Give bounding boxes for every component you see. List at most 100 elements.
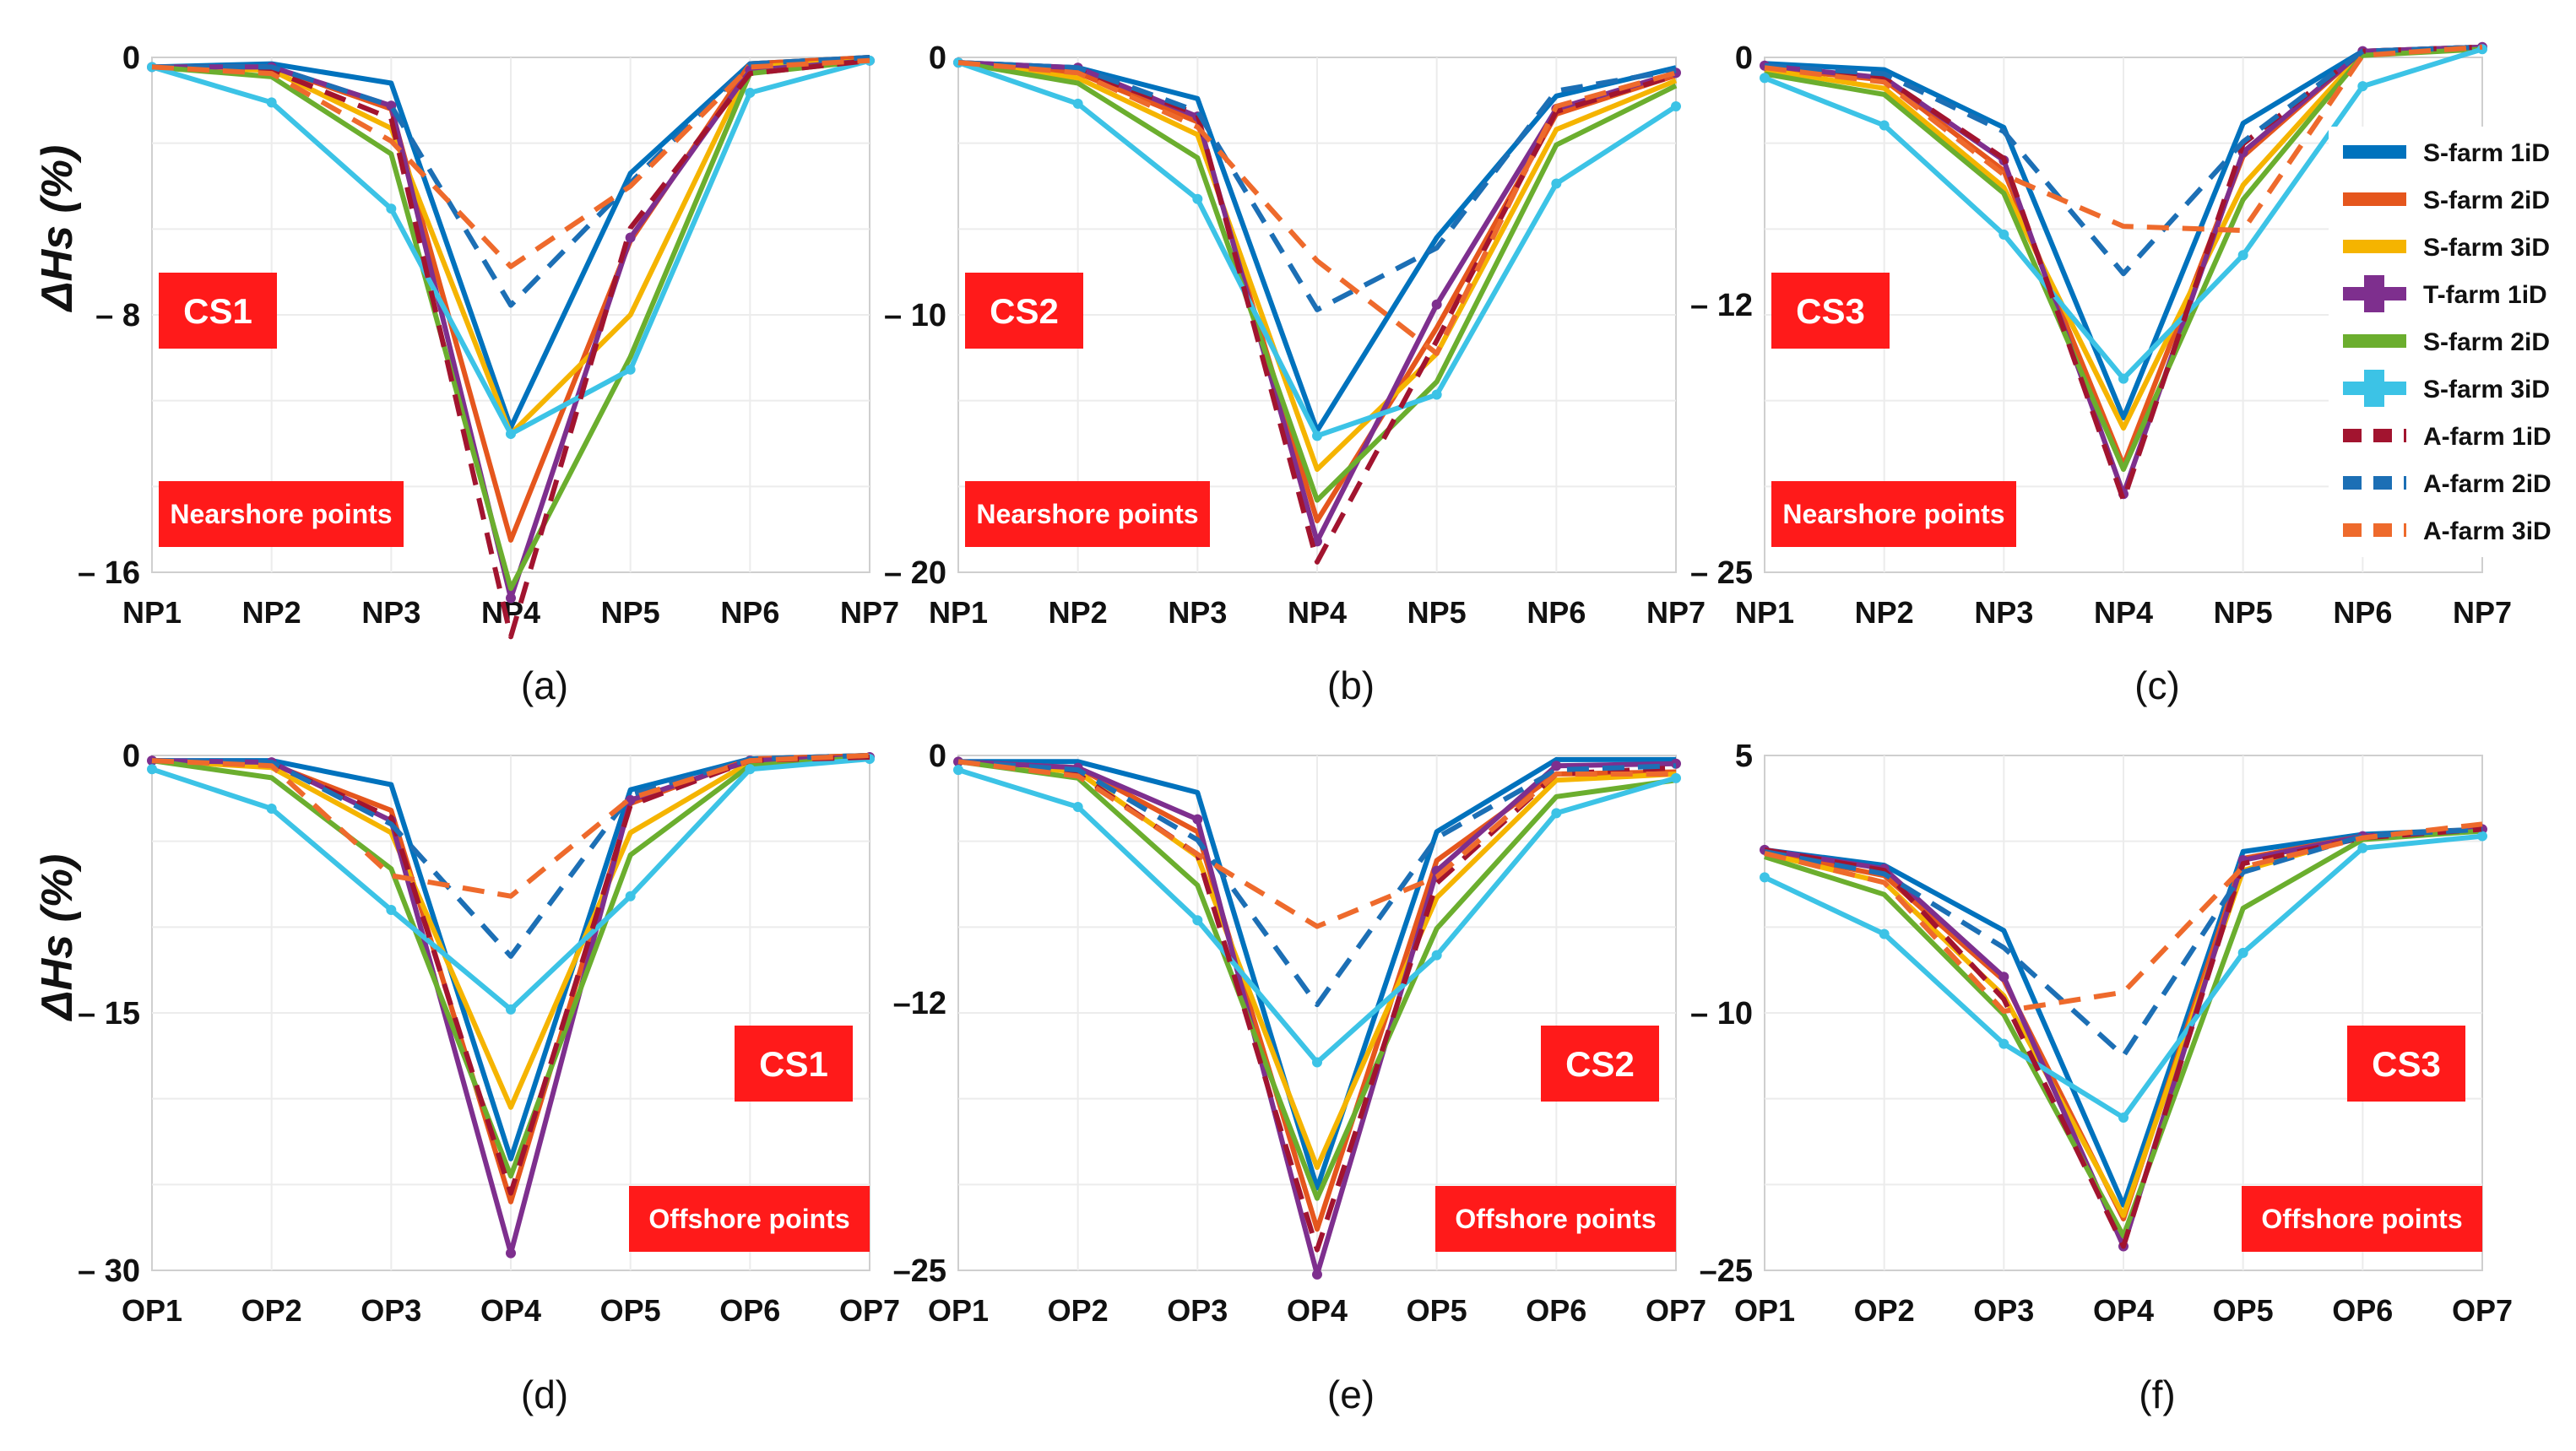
x-tick-label: NP6 (720, 595, 779, 630)
case-label: CS3 (1796, 291, 1865, 331)
legend-label: S-farm 2iD (2423, 328, 2550, 356)
case-label-box (965, 273, 1083, 349)
y-tick-label: – 10 (1690, 996, 1753, 1031)
point-set-box (159, 481, 404, 547)
series-line-9 (1764, 44, 2483, 233)
x-tick-label: NP3 (1168, 595, 1227, 630)
case-label: CS1 (183, 291, 252, 331)
series-point (1192, 193, 1203, 204)
series-point (1879, 120, 1890, 131)
legend: S-farm 1iD S-farm 2iD S-farm 3iD T-farm 1iD… (2329, 127, 2573, 557)
series-line-9 (151, 57, 870, 269)
series-point (1671, 100, 1681, 111)
case-label: CS2 (990, 291, 1059, 331)
series-point (625, 891, 636, 901)
series-point (1671, 772, 1681, 783)
y-tick-label: 0 (122, 41, 140, 76)
legend-marker (2364, 275, 2384, 312)
x-tick-label: NP4 (1288, 595, 1347, 630)
series-point (2237, 947, 2248, 958)
x-tick-label: OP6 (719, 1293, 780, 1328)
y-tick-label: – 16 (78, 555, 140, 591)
case-label: CS1 (759, 1044, 828, 1084)
series-point (2118, 1113, 2129, 1123)
series-point (1879, 929, 1890, 939)
series-line-8 (957, 60, 1677, 312)
series-line-9 (957, 60, 1677, 356)
series-line-8 (957, 759, 1677, 1008)
x-tick-label: NP6 (1527, 595, 1586, 630)
series-point (1431, 950, 1442, 961)
x-tick-label: OP6 (1526, 1293, 1586, 1328)
chart-panel-4: 0 – 15 – 30 OP1 OP2 OP3 OP4 OP5 OP6 OP7 CS1 Offshor… (78, 739, 900, 1416)
series-point (1760, 872, 1770, 883)
y-tick-label: –12 (893, 986, 946, 1021)
x-tick-label: NP3 (361, 595, 420, 630)
series-line-3 (957, 60, 1678, 472)
legend-label: S-farm 2iD (2423, 187, 2550, 214)
series-line-8 (1764, 826, 2483, 1058)
series-point (745, 87, 756, 98)
x-tick-label: NP2 (1049, 595, 1108, 630)
subfigure-label: (a) (521, 663, 568, 707)
series-point (1072, 802, 1083, 812)
y-tick-label: – 20 (884, 555, 946, 591)
series-point (1312, 430, 1322, 441)
series-point (506, 1248, 516, 1259)
case-label-box (2347, 1026, 2465, 1102)
series-point (386, 203, 397, 214)
y-tick-label: – 10 (884, 298, 946, 333)
x-tick-label: OP4 (2093, 1293, 2154, 1328)
series-point (506, 593, 516, 604)
series-point (1998, 972, 2009, 983)
point-set-box (1435, 1186, 1676, 1252)
series-point (625, 232, 636, 243)
chart-panel-5: 0 –12 –25 OP1 OP2 OP3 OP4 OP5 OP6 OP7 CS2 Offshore … (893, 739, 1706, 1416)
series-line-5 (957, 60, 1678, 503)
x-tick-label: OP2 (1854, 1293, 1915, 1328)
x-tick-label: OP3 (1167, 1293, 1228, 1328)
y-tick-label: 0 (1735, 41, 1753, 76)
series-line-7 (1764, 826, 2483, 1249)
point-set-label: Nearshore points (1782, 499, 2004, 529)
subfigure-label: (e) (1327, 1372, 1375, 1416)
subfigure-label: (c) (2134, 663, 2180, 707)
series-point (1551, 178, 1562, 189)
x-tick-label: OP2 (241, 1293, 302, 1328)
x-tick-label: OP5 (1407, 1293, 1467, 1328)
series-point (2118, 373, 2129, 384)
y-axis-label: ΔHs (%) (33, 854, 82, 1022)
series-line-8 (152, 55, 870, 308)
y-tick-label: –25 (1700, 1253, 1753, 1289)
subfigure-label: (d) (521, 1372, 568, 1416)
x-tick-label: OP2 (1048, 1293, 1109, 1328)
x-tick-label: NP5 (601, 595, 660, 630)
x-tick-label: NP7 (840, 595, 899, 630)
y-tick-label: 0 (929, 739, 946, 774)
series-point (1192, 814, 1203, 825)
x-tick-label: OP5 (600, 1293, 661, 1328)
point-set-label: Nearshore points (976, 499, 1198, 529)
case-label: CS2 (1565, 1044, 1635, 1084)
x-tick-label: NP2 (1855, 595, 1914, 630)
y-axis-label: ΔHs (%) (33, 145, 82, 313)
case-label-box (735, 1026, 853, 1102)
x-tick-label: OP7 (1646, 1293, 1706, 1328)
series-point (745, 764, 756, 775)
x-tick-label: OP1 (1734, 1293, 1795, 1328)
series-point (1760, 73, 1770, 84)
series-point (266, 97, 277, 108)
series-point (506, 1004, 516, 1015)
x-tick-label: OP1 (122, 1293, 182, 1328)
series-point (266, 804, 277, 815)
series-point (1551, 761, 1562, 772)
point-set-box (2242, 1186, 2482, 1252)
case-label-box (159, 273, 277, 349)
legend-label: A-farm 2iD (2423, 470, 2552, 498)
series-line-9 (957, 759, 1676, 929)
series-line-1 (958, 756, 1676, 1191)
x-tick-label: OP6 (2332, 1293, 2393, 1328)
x-tick-label: NP6 (2333, 595, 2392, 630)
